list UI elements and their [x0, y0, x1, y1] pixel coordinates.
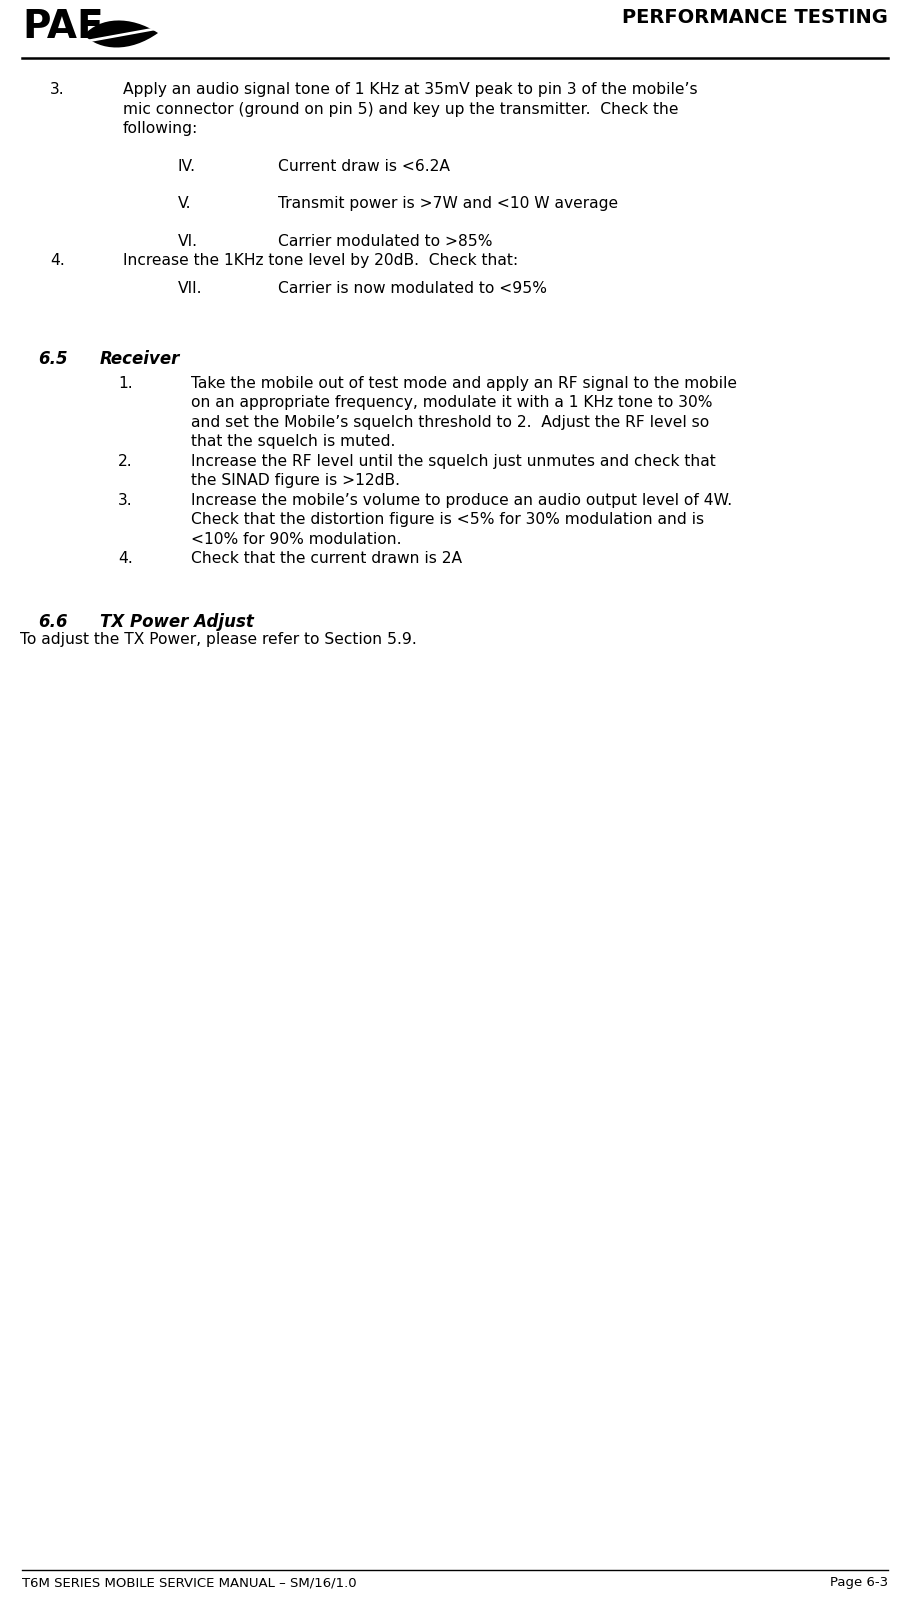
Text: Receiver: Receiver: [100, 349, 180, 367]
Text: PAE: PAE: [22, 8, 104, 45]
Text: Transmit power is >7W and <10 W average: Transmit power is >7W and <10 W average: [278, 196, 618, 210]
Text: Carrier modulated to >85%: Carrier modulated to >85%: [278, 233, 492, 249]
Text: that the squelch is muted.: that the squelch is muted.: [191, 434, 396, 450]
Text: 1.: 1.: [118, 375, 133, 390]
Text: TX Power Adjust: TX Power Adjust: [100, 613, 254, 631]
Text: Check that the distortion figure is <5% for 30% modulation and is: Check that the distortion figure is <5% …: [191, 511, 704, 527]
Text: 3.: 3.: [50, 83, 65, 97]
Text: PERFORMANCE TESTING: PERFORMANCE TESTING: [622, 8, 888, 28]
Text: following:: following:: [123, 121, 198, 136]
Text: 2.: 2.: [118, 453, 133, 469]
Text: V.: V.: [177, 196, 191, 210]
Text: VI.: VI.: [177, 233, 197, 249]
Text: Check that the current drawn is 2A: Check that the current drawn is 2A: [191, 552, 462, 566]
Text: 4.: 4.: [50, 252, 65, 269]
Text: Page 6-3: Page 6-3: [830, 1576, 888, 1589]
Text: the SINAD figure is >12dB.: the SINAD figure is >12dB.: [191, 472, 400, 489]
PathPatch shape: [84, 21, 158, 47]
Text: T6M SERIES MOBILE SERVICE MANUAL – SM/16/1.0: T6M SERIES MOBILE SERVICE MANUAL – SM/16…: [22, 1576, 357, 1589]
Text: IV.: IV.: [177, 159, 196, 173]
Text: 3.: 3.: [118, 492, 133, 508]
Text: on an appropriate frequency, modulate it with a 1 KHz tone to 30%: on an appropriate frequency, modulate it…: [191, 395, 713, 409]
Text: Increase the mobile’s volume to produce an audio output level of 4W.: Increase the mobile’s volume to produce …: [191, 492, 733, 508]
Text: <10% for 90% modulation.: <10% for 90% modulation.: [191, 531, 401, 547]
Text: Carrier is now modulated to <95%: Carrier is now modulated to <95%: [278, 280, 547, 296]
Text: Increase the RF level until the squelch just unmutes and check that: Increase the RF level until the squelch …: [191, 453, 716, 469]
Text: 6.5: 6.5: [38, 349, 68, 367]
Text: Current draw is <6.2A: Current draw is <6.2A: [278, 159, 450, 173]
Text: and set the Mobile’s squelch threshold to 2.  Adjust the RF level so: and set the Mobile’s squelch threshold t…: [191, 414, 710, 429]
Text: Take the mobile out of test mode and apply an RF signal to the mobile: Take the mobile out of test mode and app…: [191, 375, 737, 390]
Text: mic connector (ground on pin 5) and key up the transmitter.  Check the: mic connector (ground on pin 5) and key …: [123, 102, 678, 116]
Text: 6.6: 6.6: [38, 613, 68, 631]
Text: 4.: 4.: [118, 552, 133, 566]
Text: Apply an audio signal tone of 1 KHz at 35mV peak to pin 3 of the mobile’s: Apply an audio signal tone of 1 KHz at 3…: [123, 83, 697, 97]
Text: Increase the 1KHz tone level by 20dB.  Check that:: Increase the 1KHz tone level by 20dB. Ch…: [123, 252, 518, 269]
Text: VII.: VII.: [177, 280, 202, 296]
Text: To adjust the TX Power, please refer to Section 5.9.: To adjust the TX Power, please refer to …: [20, 633, 417, 647]
